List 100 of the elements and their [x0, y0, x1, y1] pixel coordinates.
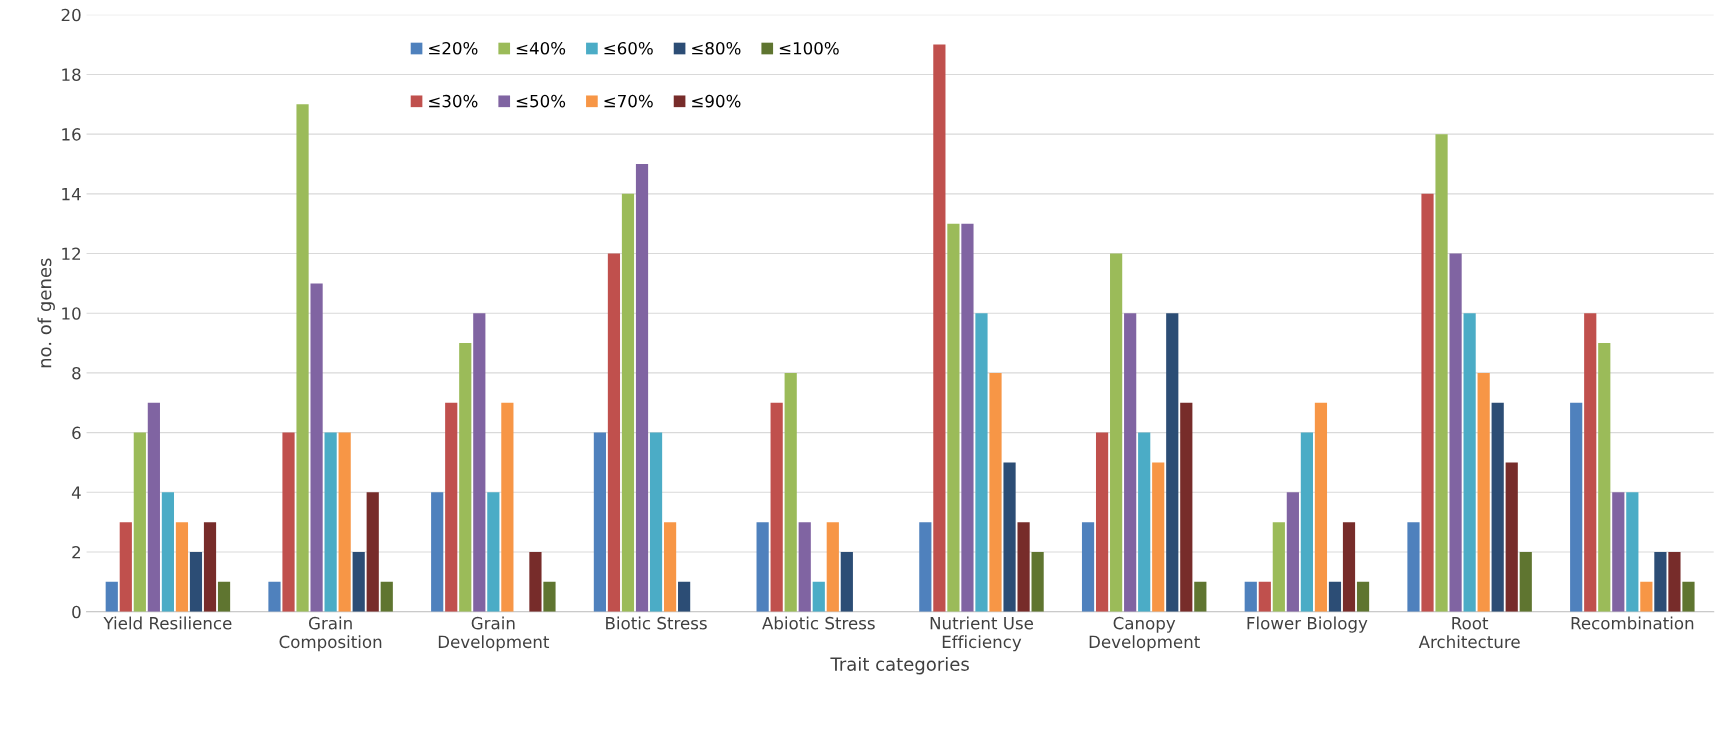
bar: [1194, 581, 1207, 612]
bar: [1342, 522, 1356, 612]
bar: [445, 402, 458, 612]
bar: [663, 522, 677, 612]
bar: [189, 552, 203, 612]
bar: [947, 223, 960, 612]
x-axis-title: Trait categories: [830, 656, 969, 675]
bar: [1612, 492, 1625, 612]
bar: [826, 522, 839, 612]
bar: [621, 193, 635, 612]
bar: [543, 581, 556, 612]
legend-label: ≤60%: [604, 41, 653, 55]
bar: [1570, 402, 1583, 612]
legend-label: ≤70%: [604, 94, 653, 108]
bar: [268, 581, 281, 612]
x-tick-label: Abiotic Stress: [762, 616, 875, 630]
bar: [1421, 193, 1434, 612]
y-tick-label: 10: [62, 307, 81, 320]
y-tick-label: 2: [72, 545, 81, 559]
bar: [203, 522, 217, 612]
bar: [756, 522, 769, 612]
bar: [1152, 462, 1165, 612]
legend-label: ≤30%: [429, 94, 478, 108]
legend-label: ≤40%: [516, 41, 566, 55]
bar: [961, 223, 974, 612]
y-axis-title: no. of genes: [37, 258, 55, 368]
bar: [1328, 581, 1342, 612]
legend-label: ≤50%: [516, 94, 566, 108]
x-tick-label: Recombination: [1571, 616, 1694, 630]
bar: [459, 343, 472, 612]
bar: [119, 522, 132, 612]
bar: [1654, 552, 1667, 612]
bar: [217, 581, 231, 612]
bar: [933, 44, 946, 612]
y-tick-label: 8: [72, 366, 81, 380]
bar: [324, 432, 337, 612]
y-tick-label: 6: [72, 426, 81, 440]
bar: [678, 581, 691, 612]
bar: [296, 104, 309, 612]
bar: [989, 372, 1002, 612]
bar: [352, 552, 365, 612]
legend-label: ≤20%: [429, 41, 478, 55]
bar: [1300, 432, 1314, 612]
x-tick-label: Root Architecture: [1418, 617, 1520, 649]
bar: [431, 492, 444, 612]
y-tick-label: 16: [62, 128, 81, 141]
bar: [635, 163, 649, 612]
x-tick-label: Canopy Development: [1089, 616, 1200, 652]
bar: [1640, 581, 1653, 612]
bar: [1407, 522, 1420, 612]
bar: [175, 522, 189, 612]
bar: [1003, 462, 1016, 612]
bar: [1449, 253, 1462, 612]
bar: [1584, 313, 1597, 612]
bar: [1505, 462, 1518, 612]
bar: [1668, 552, 1681, 612]
bar: [1519, 552, 1532, 612]
bar: [1110, 253, 1123, 612]
bar: [784, 372, 797, 612]
bar: [1626, 492, 1639, 612]
bar: [487, 492, 500, 612]
bar: [593, 432, 607, 612]
legend-label: ≤90%: [692, 94, 741, 108]
x-tick-label: Biotic Stress: [606, 616, 707, 630]
bar: [1682, 581, 1695, 612]
bar: [812, 581, 825, 612]
bar: [1244, 581, 1257, 612]
legend-label: ≤100%: [779, 41, 839, 55]
y-tick-label: 18: [62, 68, 81, 82]
bar: [1356, 581, 1370, 612]
bar: [380, 581, 393, 612]
bar: [1435, 134, 1448, 612]
bar: [529, 552, 542, 612]
legend-label: ≤80%: [692, 41, 741, 55]
bar: [133, 432, 146, 612]
bar: [1166, 313, 1179, 612]
bar: [501, 402, 514, 612]
y-tick-label: 4: [71, 486, 81, 499]
bar: [105, 581, 118, 612]
bar: [975, 313, 988, 612]
x-tick-label: Grain Composition: [279, 616, 382, 652]
bar: [338, 432, 351, 612]
bar: [1272, 522, 1285, 612]
y-tick-label: 20: [61, 8, 81, 22]
bar: [770, 402, 783, 612]
bar: [840, 552, 853, 612]
y-tick-label: 0: [72, 605, 81, 619]
bar: [473, 313, 486, 612]
x-tick-label: Nutrient Use Efficiency: [930, 616, 1034, 652]
x-tick-label: Flower Biology: [1247, 616, 1368, 633]
bar: [1286, 492, 1299, 612]
bar: [1477, 372, 1490, 612]
bar: [1138, 432, 1151, 612]
bar: [366, 492, 379, 612]
bar: [1491, 402, 1504, 612]
bar: [310, 283, 323, 612]
bar: [798, 522, 811, 612]
x-tick-label: Yield Resilience: [103, 616, 232, 630]
bar: [1124, 313, 1137, 612]
bar: [1598, 343, 1611, 612]
